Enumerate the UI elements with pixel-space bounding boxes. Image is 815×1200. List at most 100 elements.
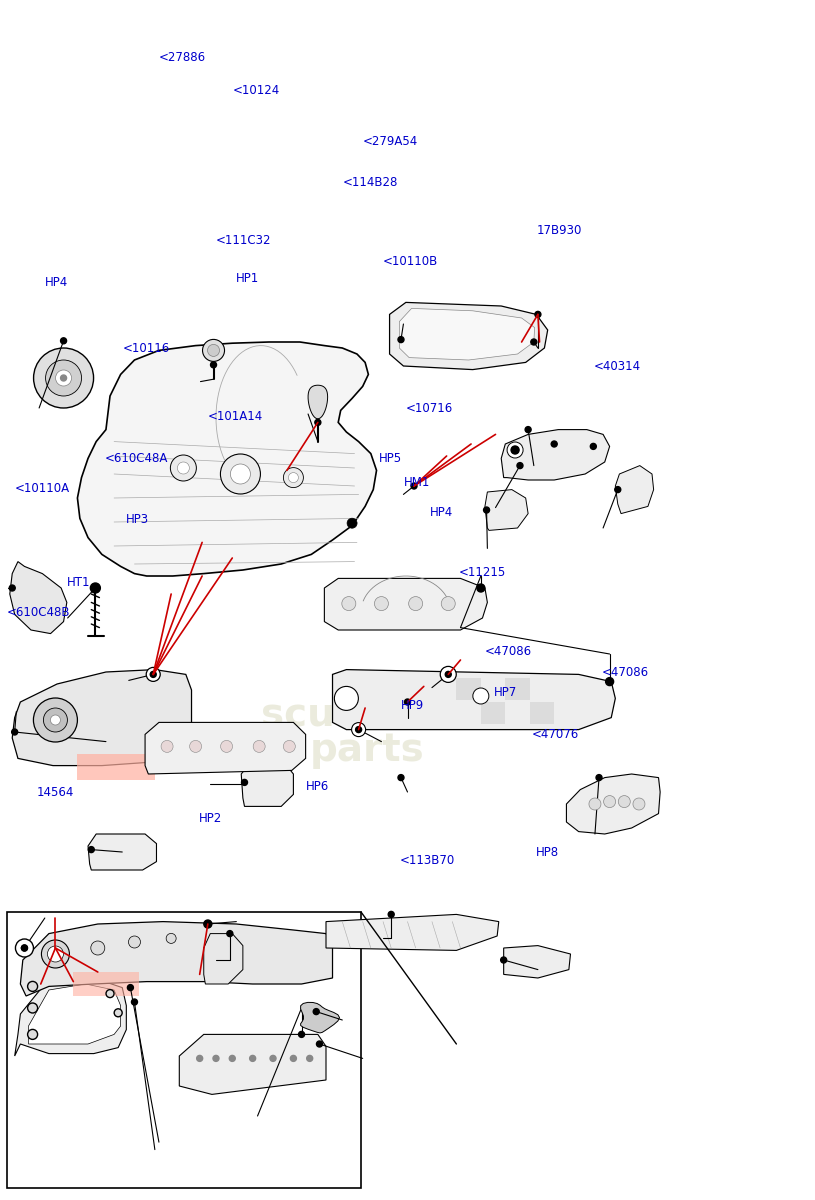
Circle shape <box>127 984 134 990</box>
Text: HP5: HP5 <box>379 452 402 464</box>
Circle shape <box>615 486 621 492</box>
Circle shape <box>60 374 67 382</box>
Text: <47086: <47086 <box>601 666 649 678</box>
Polygon shape <box>485 490 528 530</box>
Circle shape <box>204 920 212 928</box>
Circle shape <box>15 938 33 958</box>
Polygon shape <box>241 762 293 806</box>
Circle shape <box>55 370 72 386</box>
Bar <box>7 912 361 1188</box>
Polygon shape <box>333 670 615 730</box>
Text: HP7: HP7 <box>494 686 518 698</box>
Circle shape <box>190 740 201 752</box>
Circle shape <box>517 462 523 468</box>
Text: <10110B: <10110B <box>383 256 438 268</box>
Text: <10116: <10116 <box>122 342 170 354</box>
Circle shape <box>42 940 69 968</box>
Circle shape <box>531 338 537 346</box>
Text: HP1: HP1 <box>236 272 260 284</box>
Circle shape <box>90 941 105 955</box>
Text: scuderia: scuderia <box>261 695 447 733</box>
Bar <box>73 972 139 996</box>
Text: <10716: <10716 <box>406 402 453 414</box>
Circle shape <box>28 1030 37 1039</box>
Circle shape <box>131 998 138 1006</box>
Circle shape <box>43 708 68 732</box>
Text: <40314: <40314 <box>593 360 641 372</box>
Circle shape <box>604 796 615 808</box>
Circle shape <box>150 672 156 677</box>
Bar <box>77 754 155 780</box>
Circle shape <box>512 446 518 452</box>
Circle shape <box>606 678 614 685</box>
Text: HP2: HP2 <box>199 812 222 824</box>
Circle shape <box>441 596 456 611</box>
Circle shape <box>270 1056 276 1062</box>
Circle shape <box>483 506 490 514</box>
Circle shape <box>398 775 404 781</box>
Circle shape <box>398 336 404 342</box>
Polygon shape <box>179 1034 326 1094</box>
Polygon shape <box>20 922 333 996</box>
Circle shape <box>306 1056 313 1062</box>
Circle shape <box>249 1056 256 1062</box>
Circle shape <box>11 728 18 734</box>
Circle shape <box>284 468 303 487</box>
Bar <box>456 678 481 700</box>
Circle shape <box>473 688 489 704</box>
Circle shape <box>347 518 357 528</box>
Circle shape <box>316 1040 323 1046</box>
Polygon shape <box>326 914 499 950</box>
Circle shape <box>220 454 261 494</box>
Circle shape <box>315 419 321 425</box>
Circle shape <box>46 360 82 396</box>
Circle shape <box>298 1032 305 1037</box>
Circle shape <box>445 672 452 677</box>
Circle shape <box>33 698 77 742</box>
Circle shape <box>313 1008 319 1014</box>
Circle shape <box>289 473 298 482</box>
Circle shape <box>229 1056 236 1062</box>
Polygon shape <box>145 722 306 774</box>
Circle shape <box>129 936 140 948</box>
Text: parts: parts <box>310 731 425 769</box>
Polygon shape <box>29 984 121 1044</box>
Text: HP9: HP9 <box>401 700 425 712</box>
Polygon shape <box>88 834 156 870</box>
Circle shape <box>355 726 362 732</box>
Text: <113B70: <113B70 <box>399 854 455 866</box>
Circle shape <box>231 464 250 484</box>
Text: HT1: HT1 <box>67 576 90 588</box>
Circle shape <box>619 796 630 808</box>
Text: HP3: HP3 <box>126 514 149 526</box>
Circle shape <box>500 958 507 962</box>
Circle shape <box>374 596 389 611</box>
Polygon shape <box>399 308 535 360</box>
Text: HP4: HP4 <box>45 276 68 288</box>
Circle shape <box>213 1056 219 1062</box>
Circle shape <box>90 583 100 593</box>
Text: <10110A: <10110A <box>15 482 70 494</box>
Bar <box>530 702 554 724</box>
Circle shape <box>511 446 519 454</box>
Circle shape <box>408 596 423 611</box>
Circle shape <box>146 667 161 682</box>
Circle shape <box>241 780 248 785</box>
Circle shape <box>535 312 541 318</box>
Text: <101A14: <101A14 <box>208 410 263 422</box>
Circle shape <box>477 584 485 592</box>
Text: <610C48B: <610C48B <box>7 606 70 618</box>
Circle shape <box>290 1056 297 1062</box>
Polygon shape <box>501 430 610 480</box>
Text: 17B930: 17B930 <box>536 224 582 236</box>
Circle shape <box>51 715 60 725</box>
Polygon shape <box>15 978 126 1056</box>
Circle shape <box>161 740 173 752</box>
Polygon shape <box>504 946 570 978</box>
Bar <box>505 678 530 700</box>
Circle shape <box>284 740 295 752</box>
Circle shape <box>210 361 217 367</box>
Circle shape <box>633 798 645 810</box>
Text: <47076: <47076 <box>531 728 579 740</box>
Text: <27886: <27886 <box>159 52 206 64</box>
